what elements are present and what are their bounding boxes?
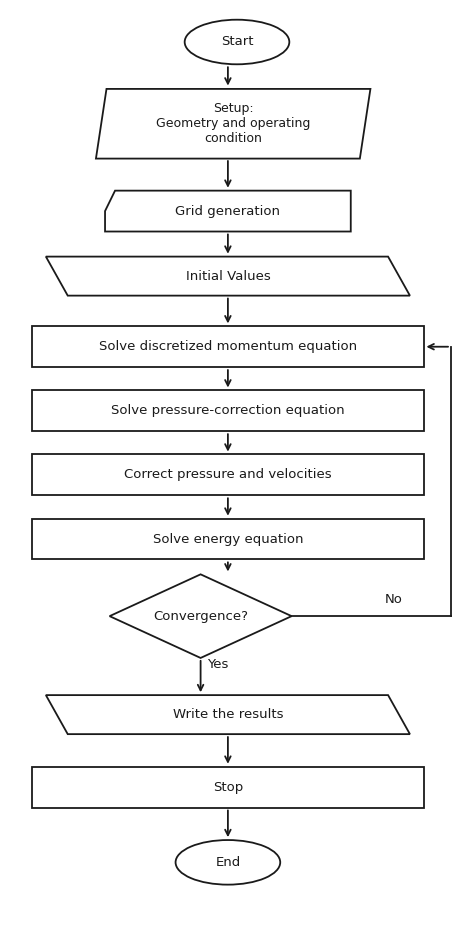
- Text: Convergence?: Convergence?: [153, 610, 248, 623]
- Bar: [32, 767, 424, 808]
- Bar: [32, 519, 424, 559]
- Bar: [32, 454, 424, 496]
- Bar: [32, 326, 424, 367]
- Text: Stop: Stop: [213, 780, 243, 793]
- Text: Start: Start: [221, 35, 253, 48]
- Text: Setup:
Geometry and operating
condition: Setup: Geometry and operating condition: [156, 102, 310, 145]
- Text: End: End: [215, 856, 240, 868]
- Text: Solve pressure-correction equation: Solve pressure-correction equation: [111, 405, 345, 417]
- Text: Yes: Yes: [208, 658, 229, 671]
- Text: Grid generation: Grid generation: [175, 205, 281, 218]
- Text: Correct pressure and velocities: Correct pressure and velocities: [124, 468, 332, 482]
- Text: Write the results: Write the results: [173, 708, 283, 721]
- Text: No: No: [385, 592, 403, 606]
- Text: Initial Values: Initial Values: [185, 269, 270, 283]
- Text: Solve energy equation: Solve energy equation: [153, 533, 303, 545]
- Text: Solve discretized momentum equation: Solve discretized momentum equation: [99, 340, 357, 354]
- Bar: [32, 391, 424, 431]
